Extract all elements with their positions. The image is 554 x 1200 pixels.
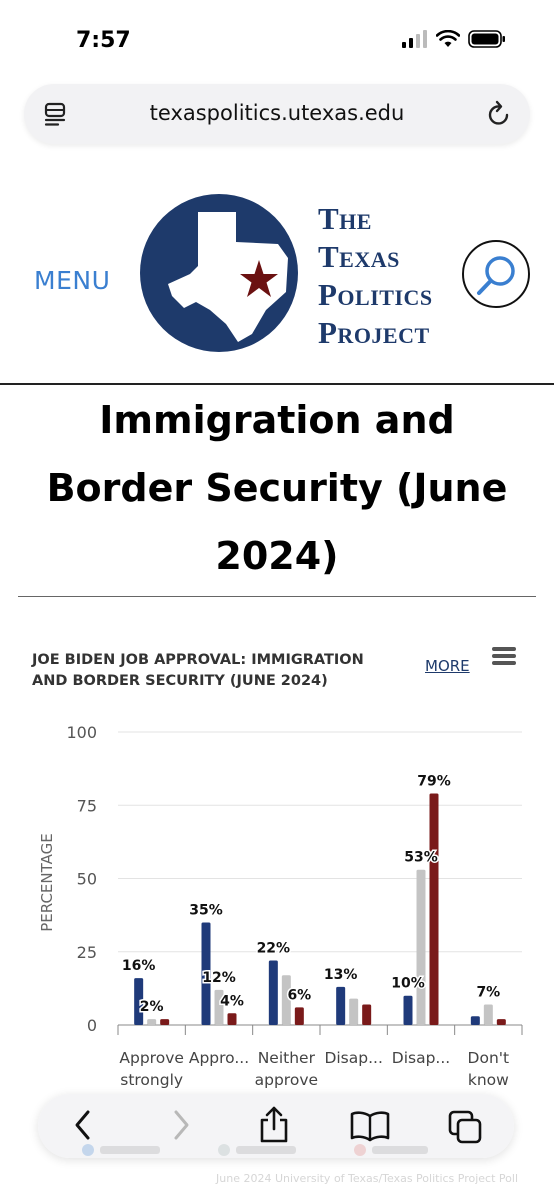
reload-icon[interactable] bbox=[486, 100, 512, 128]
logo-line: Project bbox=[318, 315, 430, 350]
bar bbox=[403, 995, 413, 1025]
bar bbox=[416, 869, 426, 1025]
bar bbox=[483, 1004, 493, 1025]
data-label: 4% bbox=[220, 993, 244, 1009]
chart-legend-faded bbox=[78, 1140, 438, 1160]
x-tick-label: strongly bbox=[120, 1071, 183, 1089]
bar bbox=[134, 978, 144, 1025]
bar bbox=[201, 922, 211, 1025]
data-label: 35% bbox=[189, 902, 223, 918]
forward-icon[interactable] bbox=[170, 1108, 192, 1142]
bar bbox=[336, 986, 346, 1025]
logo-line: Texas bbox=[318, 239, 400, 274]
bar bbox=[227, 1013, 237, 1025]
bar bbox=[160, 1019, 170, 1025]
y-tick-label: 25 bbox=[77, 943, 97, 962]
wifi-icon bbox=[436, 30, 460, 47]
bar bbox=[362, 1004, 372, 1025]
browser-toolbar bbox=[38, 1094, 514, 1158]
back-icon[interactable] bbox=[72, 1108, 94, 1142]
y-axis-title: PERCENTAGE bbox=[38, 833, 56, 931]
x-tick-label: Neither bbox=[258, 1049, 316, 1067]
x-tick-label: Disap... bbox=[392, 1049, 450, 1067]
data-label: 22% bbox=[257, 941, 291, 957]
texas-logo-icon[interactable] bbox=[138, 192, 300, 354]
cellular-signal-icon bbox=[402, 30, 427, 48]
bar bbox=[268, 960, 278, 1025]
page-menu-icon[interactable] bbox=[44, 102, 66, 126]
bar bbox=[214, 989, 224, 1025]
data-label: 7% bbox=[476, 984, 500, 1000]
x-tick-label: know bbox=[468, 1071, 509, 1089]
data-label: 16% bbox=[122, 958, 156, 974]
data-label: 53% bbox=[404, 850, 438, 866]
more-link[interactable]: MORE bbox=[425, 657, 470, 675]
bar bbox=[470, 1016, 480, 1025]
address-bar[interactable]: texaspolitics.utexas.edu bbox=[24, 84, 530, 144]
logo-line: The bbox=[318, 201, 372, 236]
share-icon[interactable] bbox=[258, 1106, 290, 1144]
status-bar: 7:57 bbox=[0, 0, 554, 80]
bookmarks-icon[interactable] bbox=[350, 1110, 390, 1142]
page-title: Immigration and Border Security (June 20… bbox=[46, 398, 508, 578]
bar bbox=[294, 1007, 304, 1025]
tabs-icon[interactable] bbox=[448, 1110, 482, 1144]
x-tick-label: Approve bbox=[119, 1049, 184, 1067]
x-tick-label: Disap... bbox=[324, 1049, 382, 1067]
status-time: 7:57 bbox=[76, 28, 131, 53]
chart-credit: June 2024 University of Texas/Texas Poli… bbox=[216, 1172, 518, 1185]
x-tick-label: approve bbox=[255, 1071, 318, 1089]
title-divider bbox=[18, 596, 536, 597]
chart-menu-icon[interactable] bbox=[492, 647, 516, 665]
status-icons bbox=[402, 30, 506, 48]
bar bbox=[281, 975, 291, 1025]
y-tick-label: 100 bbox=[66, 723, 97, 742]
y-tick-label: 75 bbox=[77, 796, 97, 815]
battery-icon bbox=[468, 30, 505, 48]
data-label: 10% bbox=[391, 976, 425, 992]
x-tick-label: Don't bbox=[468, 1049, 510, 1067]
logo-line: Politics bbox=[318, 277, 433, 312]
data-label: 2% bbox=[140, 999, 164, 1015]
bar bbox=[349, 998, 359, 1025]
data-label: 6% bbox=[287, 987, 311, 1003]
logo-text[interactable]: The Texas Politics Project bbox=[318, 200, 433, 352]
data-label: 13% bbox=[324, 967, 358, 983]
bar bbox=[147, 1019, 157, 1025]
y-tick-label: 50 bbox=[77, 870, 97, 889]
menu-link[interactable]: MENU bbox=[34, 266, 111, 295]
bar-chart: 0 25 50 75 100 PERCENTAGE Approve strongly Appro… bbox=[38, 723, 523, 1089]
chart-title: JOE BIDEN JOB APPROVAL: IMMIGRATION AND … bbox=[32, 652, 364, 689]
search-icon bbox=[477, 256, 515, 295]
bar bbox=[496, 1019, 506, 1025]
site-header: MENU The Texas Politics Project bbox=[0, 150, 554, 385]
search-button[interactable] bbox=[462, 240, 530, 308]
data-label: 79% bbox=[417, 774, 451, 790]
x-tick-label: Appro... bbox=[189, 1049, 249, 1067]
bar bbox=[429, 793, 439, 1025]
y-tick-label: 0 bbox=[87, 1016, 97, 1035]
url-text[interactable]: texaspolitics.utexas.edu bbox=[149, 101, 405, 125]
data-label: 12% bbox=[202, 970, 236, 986]
